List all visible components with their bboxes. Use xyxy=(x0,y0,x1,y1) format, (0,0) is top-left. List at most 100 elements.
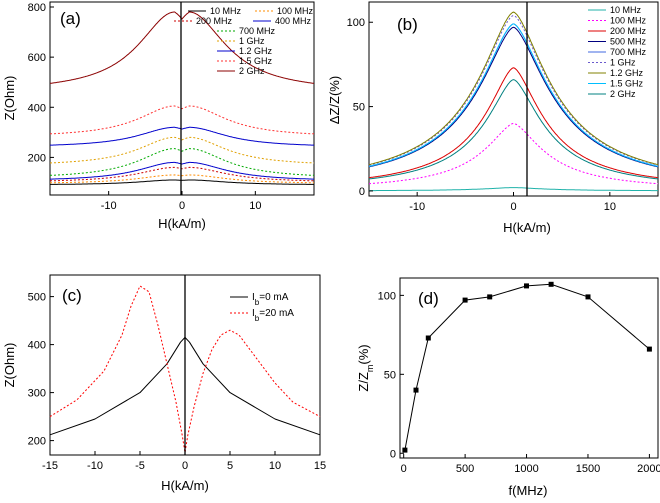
panel-b-legend-label: 10 MHz xyxy=(610,5,642,15)
panel-c-xtick-label: 0 xyxy=(182,460,188,472)
panel-a-legend-label: 1.2 GHz xyxy=(239,46,273,56)
panel-a-ytick-label: 200 xyxy=(28,152,46,164)
panel-d-label: (d) xyxy=(418,289,439,308)
panel-b-series-line xyxy=(368,14,659,166)
panel-a-series-line xyxy=(49,148,315,176)
panel-b-legend-label: 500 MHz xyxy=(610,37,647,47)
panel-b-ylabel: ΔZ/Z(%) xyxy=(327,76,342,124)
panel-b-legend-label: 700 MHz xyxy=(610,47,647,57)
panel-b-series-line xyxy=(368,26,659,168)
panel-b-legend-label: 2 GHz xyxy=(610,89,636,99)
panel-b-legend-label: 1.5 GHz xyxy=(610,79,644,89)
panel-a-series-line xyxy=(50,161,314,180)
panel-a-series-line xyxy=(50,166,314,182)
panel-a-ticks: -10 0 10 200 400 600 800 xyxy=(28,2,262,212)
panel-a-series-line xyxy=(50,174,314,184)
panel-d-point xyxy=(548,281,554,287)
panel-b-series-line xyxy=(368,23,659,167)
panel-d-point xyxy=(524,283,529,289)
panel-a: -10 0 10 200 400 600 800 (a) H(kA/m) Z(Ohm) 10… xyxy=(2,1,315,231)
panel-c-ticks: -15 -10 -5 0 5 10 15 200 300 400 500 xyxy=(28,292,326,472)
panel-b-label: (b) xyxy=(397,15,418,34)
panel-d-point xyxy=(402,447,408,453)
panel-a-series-line xyxy=(50,179,314,185)
panel-a-legend-label: 400 MHz xyxy=(275,16,312,26)
panel-a-xlabel: H(kA/m) xyxy=(158,216,206,231)
panel-b-series-line xyxy=(368,79,659,180)
panel-b-legend-label: 1.2 GHz xyxy=(610,68,644,78)
panel-a-legend-label: 700 MHz xyxy=(239,26,276,36)
panel-d-xlabel: f(MHz) xyxy=(509,483,548,498)
panel-a-legend-label: 100 MHz xyxy=(277,6,314,16)
panel-b-xtick-label: 10 xyxy=(604,201,616,213)
panel-a-series-line xyxy=(49,136,315,164)
panel-a-series-line xyxy=(50,11,314,84)
panel-a-ytick-label: 800 xyxy=(28,2,46,14)
panel-c-xtick-label: 15 xyxy=(314,460,326,472)
panel-c-legend-label: Ib=0 mA xyxy=(252,292,289,307)
panel-b-curves xyxy=(368,11,659,192)
panel-a-ylabel: Z(Ohm) xyxy=(2,76,17,121)
panel-d-frame xyxy=(399,277,659,459)
panel-c-series-line xyxy=(49,285,321,454)
panel-b-xtick-label: -10 xyxy=(409,201,425,213)
panel-d-ticks: 0 500 1000 1500 2000 0 50 100 xyxy=(378,290,660,475)
panel-b-legend-label: 200 MHz xyxy=(610,26,647,36)
panel-c-ytick-label: 200 xyxy=(28,436,46,448)
panel-a-label: (a) xyxy=(60,9,81,28)
panel-d-xtick-label: 1500 xyxy=(576,463,600,475)
panel-b-legend-label: 1 GHz xyxy=(610,58,636,68)
panel-b-ytick-label: 0 xyxy=(359,186,365,198)
panel-b-series-line xyxy=(368,67,659,179)
panel-d-xtick-label: 1000 xyxy=(514,463,538,475)
panel-c-xlabel: H(kA/m) xyxy=(161,478,209,493)
panel-d-ytick-label: 50 xyxy=(384,369,396,381)
panel-d-point xyxy=(646,346,652,352)
panel-d-point xyxy=(425,335,431,341)
panel-c-ytick-label: 300 xyxy=(28,388,46,400)
panel-a-legend-label: 1.5 GHz xyxy=(239,56,273,66)
panel-d: 0 500 1000 1500 2000 0 50 100 (d) f(MHz) Z/Zm(%… xyxy=(356,277,660,498)
panel-d-ytick-label: 0 xyxy=(390,448,396,460)
panel-c-ytick-label: 500 xyxy=(28,292,46,304)
panel-d-point xyxy=(413,387,419,393)
panel-d-ylabel-sub: m xyxy=(365,365,375,373)
panel-b-series-line xyxy=(368,122,659,185)
panel-a-legend-label: 1 GHz xyxy=(239,36,265,46)
panel-c-xtick-label: 10 xyxy=(269,460,281,472)
panel-c: -15 -10 -5 0 5 10 15 200 300 400 500 (c) H(kA/m) Z… xyxy=(2,274,326,493)
panel-b-xlabel: H(kA/m) xyxy=(503,220,551,235)
panel-b-series-line xyxy=(368,11,659,166)
panel-c-xtick-label: -5 xyxy=(135,460,145,472)
panel-d-point xyxy=(585,294,591,300)
panel-a-xtick-label: 10 xyxy=(249,200,261,212)
panel-b-legend-label: 100 MHz xyxy=(610,16,647,26)
panel-a-curves xyxy=(49,11,315,185)
panel-d-ytick-label: 100 xyxy=(378,290,396,302)
panel-c-ytick-label: 400 xyxy=(28,340,46,352)
panel-a-series-line xyxy=(49,126,315,146)
panel-a-series-line xyxy=(49,105,315,135)
panel-d-curves xyxy=(402,281,652,453)
panel-c-xtick-label: -10 xyxy=(87,460,103,472)
panel-a-ytick-label: 400 xyxy=(28,102,46,114)
panel-d-xtick-label: 500 xyxy=(456,463,474,475)
panel-a-legend-label: 10 MHz xyxy=(210,6,242,16)
panel-a-xtick-label: -10 xyxy=(101,200,117,212)
panel-d-series-line xyxy=(404,283,650,451)
panel-c-xtick-label: -15 xyxy=(42,460,58,472)
panel-b-ytick-label: 50 xyxy=(353,102,365,114)
panel-b-series-line xyxy=(369,187,658,192)
panel-a-legend-label: 2 GHz xyxy=(239,66,265,76)
panel-a-xtick-label: 0 xyxy=(179,200,185,212)
panel-d-xtick-label: 0 xyxy=(401,463,407,475)
panel-d-point xyxy=(487,294,493,300)
panel-c-legend-label: Ib=20 mA xyxy=(252,308,294,323)
panel-a-legend-label: 200 MHz xyxy=(196,16,233,26)
